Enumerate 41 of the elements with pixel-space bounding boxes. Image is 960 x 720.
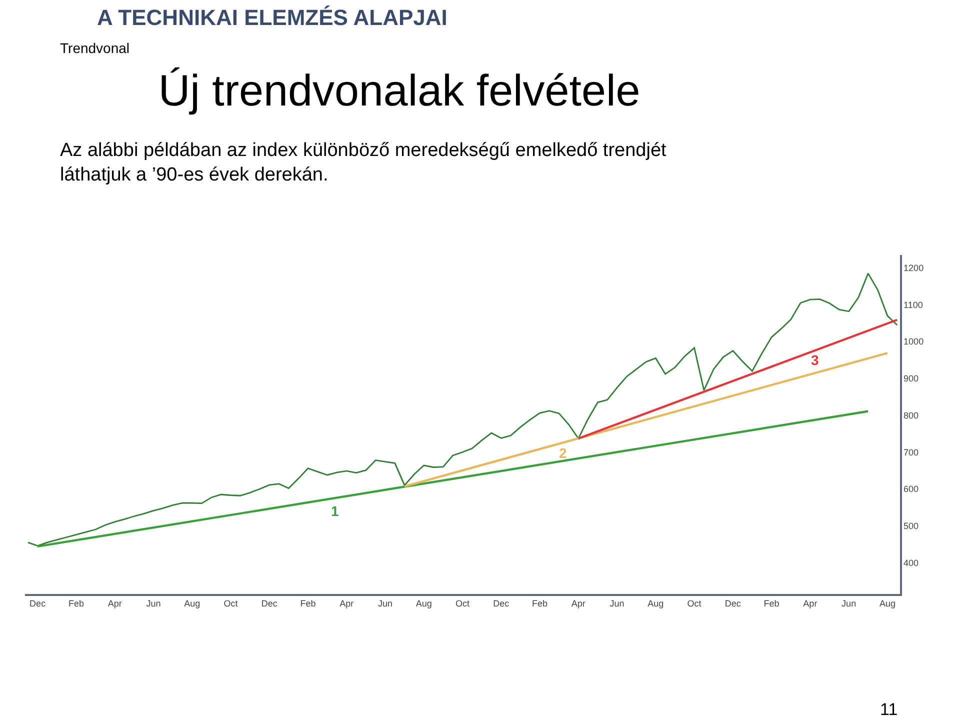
- y-tick-label: 1100: [904, 300, 923, 310]
- x-tick-label: Apr: [571, 598, 586, 609]
- x-tick-label: Oct: [455, 598, 470, 609]
- chart-title: Új trendvonalak felvétele: [158, 66, 640, 116]
- x-tick-label: Dec: [724, 598, 742, 609]
- annotation: 3: [811, 352, 819, 368]
- y-tick-label: 800: [904, 410, 919, 420]
- annotation: 2: [559, 445, 567, 461]
- x-tick-label: Oct: [224, 598, 238, 609]
- x-tick-label: Feb: [68, 598, 84, 609]
- y-tick-label: 1000: [904, 336, 924, 347]
- x-tick-label: Apr: [340, 598, 354, 609]
- x-tick-label: Feb: [532, 598, 548, 609]
- y-tick-label: 1200: [904, 263, 924, 274]
- x-tick-label: Apr: [803, 598, 818, 609]
- x-tick-label: Dec: [30, 598, 46, 609]
- x-tick-label: Aug: [648, 598, 664, 609]
- x-tick-label: Apr: [108, 598, 122, 609]
- x-tick-label: Aug: [879, 598, 896, 609]
- annotation: 1: [331, 503, 339, 519]
- x-tick-label: Oct: [687, 598, 702, 609]
- text: Trendvonal: [60, 40, 130, 56]
- x-tick-label: Aug: [184, 598, 200, 609]
- x-tick-label: Feb: [764, 598, 780, 609]
- x-tick-label: Jun: [610, 598, 624, 609]
- y-tick-label: 500: [904, 520, 919, 531]
- x-tick-label: Jun: [842, 598, 856, 609]
- x-tick-label: Feb: [300, 598, 316, 609]
- chart-subtitle: Az alábbi példában az index különböző meredekségű emelkedő trendjét láthatjuk a ’90-es évek derekán.: [60, 140, 668, 186]
- x-tick-label: Dec: [493, 598, 510, 609]
- x-tick-label: Dec: [261, 598, 278, 609]
- text: 11: [880, 700, 898, 719]
- y-tick-label: 700: [904, 447, 919, 458]
- text: A TECHNIKAI ELEMZÉS ALAPJAI: [97, 5, 448, 30]
- x-tick-label: Aug: [416, 598, 432, 609]
- y-tick-label: 400: [904, 558, 919, 568]
- y-tick-label: 600: [904, 484, 919, 494]
- x-tick-label: Jun: [146, 598, 161, 609]
- line-series: [27, 272, 898, 546]
- y-tick-label: 900: [904, 374, 919, 384]
- x-tick-label: Jun: [378, 598, 392, 609]
